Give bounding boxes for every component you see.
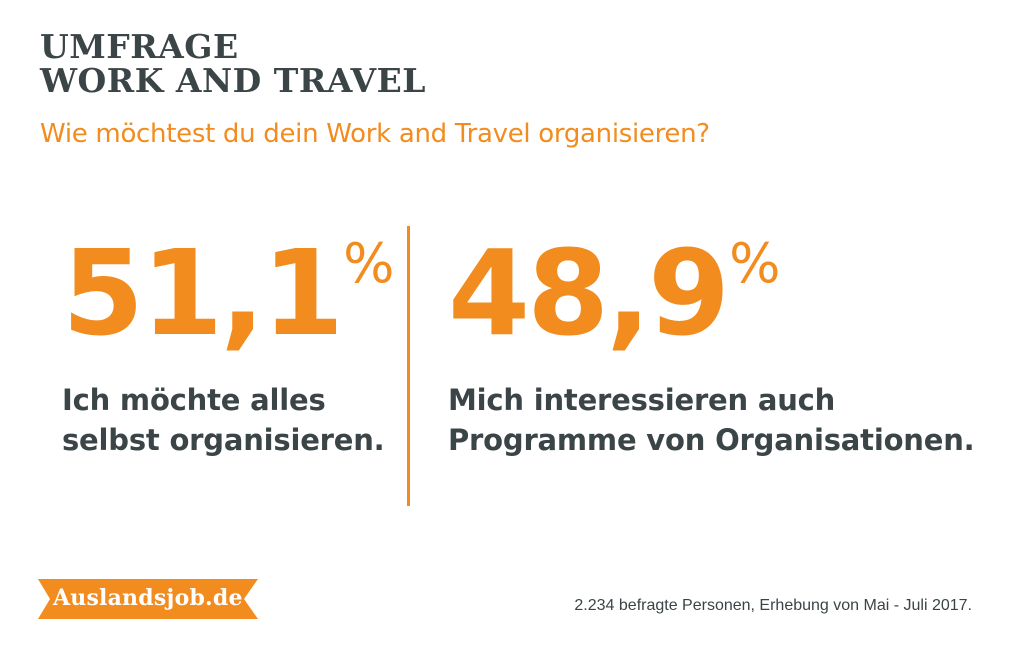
title-line-1: UMFRAGE xyxy=(40,27,239,66)
stat-description: Ich möchte alles selbst organisieren. xyxy=(62,380,394,460)
title-line-2: WORK AND TRAVEL xyxy=(40,61,426,100)
stat-percentage-value: 48,9 xyxy=(448,224,730,362)
stat-description-line-1: Ich möchte alles xyxy=(62,383,326,417)
stat-value-group: 48,9% xyxy=(448,228,974,358)
page-title: UMFRAGE WORK AND TRAVEL xyxy=(40,30,426,98)
percent-sign: % xyxy=(729,232,781,295)
logo-ribbon-shape xyxy=(38,579,258,619)
vertical-divider xyxy=(407,226,410,506)
stat-description-line-2: selbst organisieren. xyxy=(62,423,385,457)
stat-self-organized: 51,1% Ich möchte alles selbst organisier… xyxy=(62,228,394,460)
stat-organization-programs: 48,9% Mich interessieren auch Programme … xyxy=(448,228,975,460)
stat-percentage-value: 51,1 xyxy=(62,224,344,362)
survey-footnote: 2.234 befragte Personen, Erhebung von Ma… xyxy=(574,597,972,614)
logo-text: Auslandsjob.de xyxy=(53,585,243,611)
stat-description-line-1: Mich interessieren auch xyxy=(448,383,836,417)
stat-description: Mich interessieren auch Programme von Or… xyxy=(448,380,975,460)
stat-value-group: 51,1% xyxy=(62,228,394,358)
percent-sign: % xyxy=(343,232,395,295)
brand-logo: Auslandsjob.de xyxy=(38,579,258,619)
stat-description-line-2: Programme von Organisationen. xyxy=(448,423,975,457)
survey-question: Wie möchtest du dein Work and Travel org… xyxy=(40,119,710,149)
